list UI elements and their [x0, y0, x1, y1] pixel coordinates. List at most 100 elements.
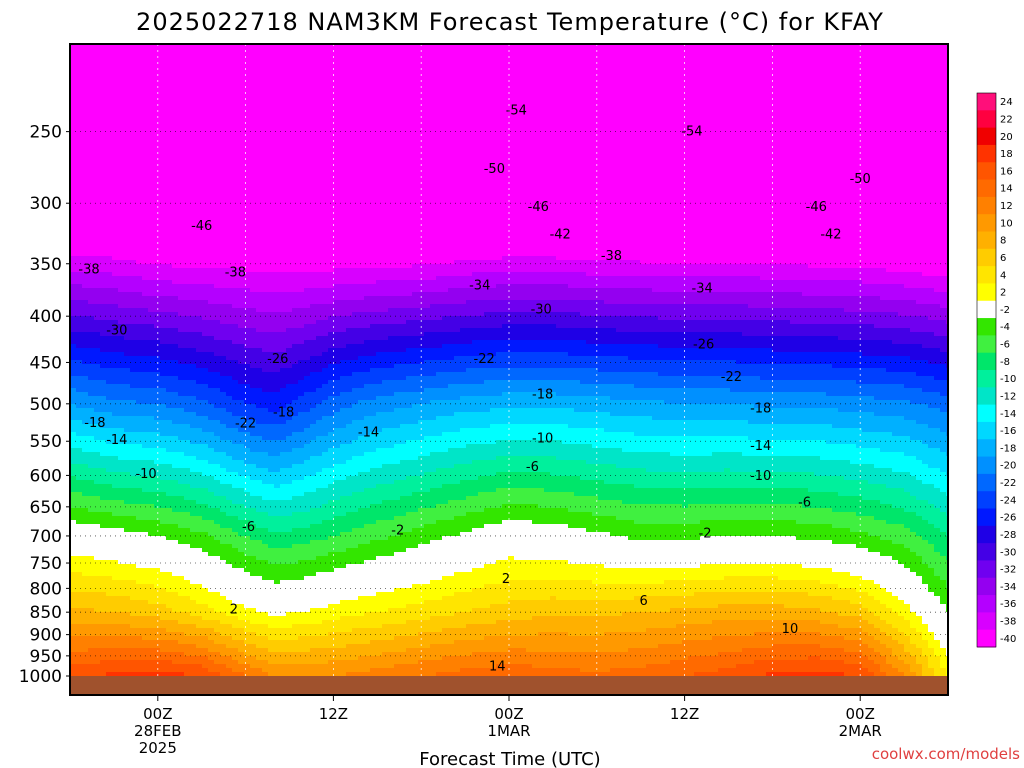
field-cell	[844, 512, 851, 529]
field-cell	[844, 544, 851, 573]
field-cell	[766, 504, 773, 521]
field-cell	[946, 368, 948, 381]
field-cell	[208, 536, 215, 557]
field-cell	[130, 400, 137, 417]
field-cell	[928, 448, 935, 469]
field-cell	[820, 612, 827, 625]
field-cell	[286, 312, 293, 329]
field-cell	[790, 660, 797, 673]
field-cell	[886, 340, 893, 357]
field-cell	[658, 436, 665, 453]
field-cell	[496, 368, 503, 381]
field-cell	[586, 428, 593, 445]
field-cell	[340, 480, 347, 497]
field-cell	[580, 340, 587, 357]
field-cell	[304, 360, 311, 377]
field-cell	[148, 604, 155, 617]
field-cell	[688, 264, 695, 277]
field-cell	[706, 276, 713, 293]
field-cell	[826, 444, 833, 461]
field-cell	[472, 668, 479, 677]
field-cell	[238, 652, 245, 665]
field-cell	[412, 292, 419, 309]
field-cell	[364, 508, 371, 525]
field-cell	[316, 648, 323, 665]
field-cell	[700, 520, 707, 537]
field-cell	[436, 292, 443, 305]
field-cell	[304, 308, 311, 325]
field-cell	[772, 632, 779, 645]
field-cell	[646, 524, 653, 541]
field-cell	[532, 408, 539, 425]
field-cell	[88, 636, 95, 649]
field-cell	[538, 668, 545, 677]
field-cell	[472, 300, 479, 317]
contour-label: -14	[106, 433, 127, 448]
field-cell	[142, 460, 149, 477]
field-cell	[364, 560, 371, 597]
field-cell	[868, 324, 875, 341]
field-cell	[850, 496, 857, 513]
field-cell	[748, 376, 755, 393]
field-cell	[160, 588, 167, 605]
field-cell	[382, 268, 389, 281]
x-tick-label: 1MAR	[487, 722, 530, 740]
field-cell	[394, 636, 401, 653]
field-cell	[106, 384, 113, 401]
field-cell	[604, 500, 611, 517]
field-cell	[586, 384, 593, 397]
field-cell	[898, 436, 905, 453]
field-cell	[730, 520, 737, 537]
field-cell	[226, 624, 233, 637]
field-cell	[112, 44, 119, 261]
y-tick-label: 350	[30, 255, 62, 275]
field-cell	[370, 400, 377, 417]
field-cell	[220, 560, 227, 597]
field-cell	[184, 612, 191, 625]
field-cell	[376, 468, 383, 485]
field-cell	[328, 500, 335, 521]
field-cell	[142, 520, 149, 533]
field-cell	[478, 316, 485, 329]
field-cell	[838, 660, 845, 673]
field-cell	[928, 392, 935, 409]
field-cell	[598, 448, 605, 465]
field-cell	[496, 312, 503, 329]
field-cell	[520, 456, 527, 473]
field-cell	[496, 636, 503, 653]
field-cell	[292, 612, 299, 625]
field-cell	[130, 616, 137, 629]
field-cell	[124, 384, 131, 401]
field-cell	[916, 360, 923, 377]
field-cell	[928, 592, 935, 633]
field-cell	[868, 500, 875, 517]
field-cell	[388, 296, 395, 309]
field-cell	[652, 388, 659, 401]
field-cell	[172, 512, 179, 525]
field-cell	[286, 328, 293, 349]
field-cell	[334, 648, 341, 661]
colorbar-swatch	[977, 543, 996, 561]
field-cell	[400, 480, 407, 497]
field-cell	[928, 288, 935, 305]
field-cell	[316, 372, 323, 389]
field-cell	[880, 328, 887, 341]
field-cell	[298, 544, 305, 561]
field-cell	[298, 652, 305, 665]
field-cell	[178, 632, 185, 645]
field-cell	[772, 660, 779, 673]
field-cell	[460, 428, 467, 449]
field-cell	[898, 564, 905, 601]
colorbar-label: 16	[1000, 166, 1013, 177]
field-cell	[220, 468, 227, 485]
field-cell	[718, 420, 725, 437]
field-cell	[268, 412, 275, 425]
field-cell	[820, 624, 827, 637]
field-cell	[268, 292, 275, 313]
field-cell	[574, 260, 581, 273]
field-cell	[406, 664, 413, 677]
field-cell	[160, 360, 167, 377]
field-cell	[172, 632, 179, 641]
field-cell	[124, 624, 131, 637]
field-cell	[700, 264, 707, 277]
